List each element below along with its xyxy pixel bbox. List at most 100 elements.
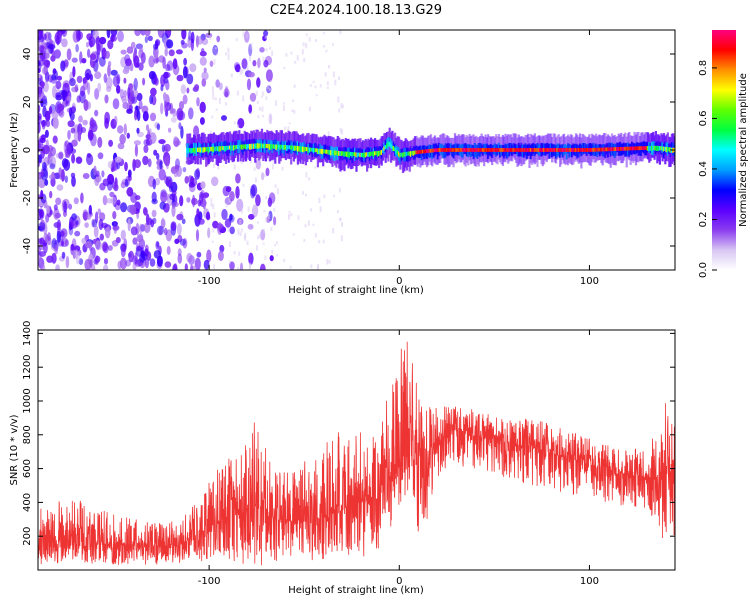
heatmap-band-core bbox=[444, 148, 447, 152]
heatmap-noise-cell bbox=[200, 181, 206, 189]
heatmap-streak-cell bbox=[312, 223, 315, 226]
heatmap-streak-cell bbox=[211, 86, 214, 91]
snr-xtick-label: -100 bbox=[198, 576, 221, 587]
heatmap-streak-cell bbox=[240, 161, 243, 164]
heatmap-noise-cell bbox=[225, 186, 232, 193]
heatmap-band-core bbox=[232, 145, 236, 151]
heatmap-band-core bbox=[416, 150, 419, 155]
heatmap-streak-cell bbox=[256, 101, 259, 104]
heatmap-noise-cell bbox=[193, 125, 200, 137]
heatmap-streak-cell bbox=[336, 209, 339, 214]
heatmap-streak-cell bbox=[256, 245, 258, 251]
heatmap-noise-cell bbox=[188, 30, 192, 41]
heatmap-noise-cell bbox=[132, 158, 136, 172]
heatmap-streak-cell bbox=[292, 99, 295, 103]
heatmap-noise-cell bbox=[140, 224, 146, 232]
heatmap-streak-cell bbox=[332, 71, 335, 78]
heatmap-band-core bbox=[572, 148, 575, 152]
heatmap-band-core bbox=[653, 145, 656, 150]
heatmap-noise-cell bbox=[178, 122, 182, 130]
heatmap-noise-cell bbox=[139, 223, 143, 234]
heatmap-band-core bbox=[330, 150, 333, 156]
heatmap-streak-cell bbox=[237, 124, 240, 128]
heatmap-noise-cell bbox=[105, 76, 113, 89]
heatmap-streak-cell bbox=[326, 81, 329, 86]
heatmap-band-core bbox=[476, 148, 479, 152]
heatmap-band-core bbox=[380, 150, 383, 155]
heatmap-band-core bbox=[465, 148, 468, 152]
heatmap-band-core bbox=[452, 148, 455, 152]
heatmap-band-core bbox=[598, 147, 602, 152]
heatmap-band-core bbox=[279, 144, 282, 151]
heatmap-band-core bbox=[399, 152, 402, 158]
heatmap-band-core bbox=[535, 148, 538, 152]
heatmap-noise-cell bbox=[164, 47, 168, 57]
heatmap-streak-cell bbox=[289, 265, 292, 269]
heatmap-streak-cell bbox=[275, 241, 278, 244]
heatmap-band-core bbox=[571, 148, 574, 152]
heatmap-noise-cell bbox=[75, 156, 83, 164]
heatmap-band-core bbox=[547, 148, 550, 152]
spectrogram-ticks: -100 0 100 -40 -20 0 20 40 bbox=[22, 30, 675, 287]
heatmap-band-core bbox=[580, 148, 583, 152]
heatmap-band-core bbox=[408, 151, 411, 156]
heatmap-band-core bbox=[234, 145, 237, 151]
heatmap-noise-cell bbox=[60, 228, 68, 239]
heatmap-band-core bbox=[379, 150, 382, 156]
heatmap-band-core bbox=[523, 148, 526, 152]
heatmap-noise-cell bbox=[173, 168, 179, 178]
heatmap-noise-cell bbox=[96, 43, 101, 56]
heatmap-band-core bbox=[658, 146, 661, 151]
heatmap-band-core bbox=[374, 151, 377, 156]
heatmap-band-core bbox=[492, 148, 495, 152]
heatmap-band-core bbox=[634, 146, 638, 151]
heatmap-streak-cell bbox=[307, 220, 310, 226]
heatmap-noise-cell bbox=[187, 36, 192, 48]
heatmap-band-core bbox=[284, 145, 287, 150]
heatmap-streak-cell bbox=[246, 33, 249, 38]
heatmap-band-core bbox=[525, 148, 528, 152]
heatmap-noise-cell bbox=[229, 261, 235, 270]
heatmap-noise-cell bbox=[81, 237, 87, 244]
heatmap-noise-cell bbox=[53, 204, 58, 211]
heatmap-band-core bbox=[286, 145, 289, 151]
heatmap-noise-cell bbox=[46, 204, 50, 214]
heatmap-band-core bbox=[472, 148, 475, 152]
heatmap-noise-cell bbox=[58, 151, 64, 160]
heatmap-noise-cell bbox=[248, 213, 255, 220]
heatmap-band-core bbox=[463, 148, 466, 152]
heatmap-band-core bbox=[320, 149, 323, 154]
heatmap-noise-cell bbox=[167, 127, 172, 133]
heatmap-band-inner bbox=[303, 141, 306, 152]
heatmap-noise-cell bbox=[135, 259, 142, 268]
heatmap-noise-cell bbox=[158, 139, 166, 145]
heatmap-noise-cell bbox=[239, 262, 244, 270]
heatmap-band-core bbox=[449, 148, 453, 152]
heatmap-noise-cell bbox=[116, 85, 121, 94]
spectrogram-ytick-label: 0 bbox=[22, 147, 33, 153]
heatmap-noise-cell bbox=[259, 263, 266, 270]
heatmap-noise-cell bbox=[38, 67, 41, 74]
heatmap-band-core bbox=[471, 148, 474, 152]
heatmap-streak-cell bbox=[233, 121, 236, 125]
heatmap-noise-cell bbox=[145, 124, 150, 132]
snr-ytick-label: 800 bbox=[22, 425, 33, 444]
heatmap-band-core bbox=[552, 148, 555, 152]
heatmap-streak-cell bbox=[290, 51, 293, 55]
heatmap-streak-cell bbox=[237, 228, 240, 233]
heatmap-noise-cell bbox=[211, 176, 219, 187]
heatmap-streak-cell bbox=[283, 66, 286, 70]
heatmap-noise-cell bbox=[164, 192, 169, 201]
heatmap-band-core bbox=[469, 148, 472, 152]
heatmap-band-core bbox=[604, 147, 607, 152]
heatmap-noise-cell bbox=[103, 264, 109, 270]
heatmap-noise-cell bbox=[224, 85, 229, 96]
heatmap-noise-cell bbox=[127, 87, 131, 99]
heatmap-band-core bbox=[508, 148, 511, 152]
heatmap-noise-cell bbox=[241, 58, 248, 70]
heatmap-noise-cell bbox=[104, 117, 109, 129]
heatmap-band-core bbox=[307, 147, 310, 154]
heatmap-noise-cell bbox=[147, 35, 153, 42]
heatmap-noise-cell bbox=[70, 243, 75, 251]
heatmap-band-core bbox=[524, 148, 527, 152]
